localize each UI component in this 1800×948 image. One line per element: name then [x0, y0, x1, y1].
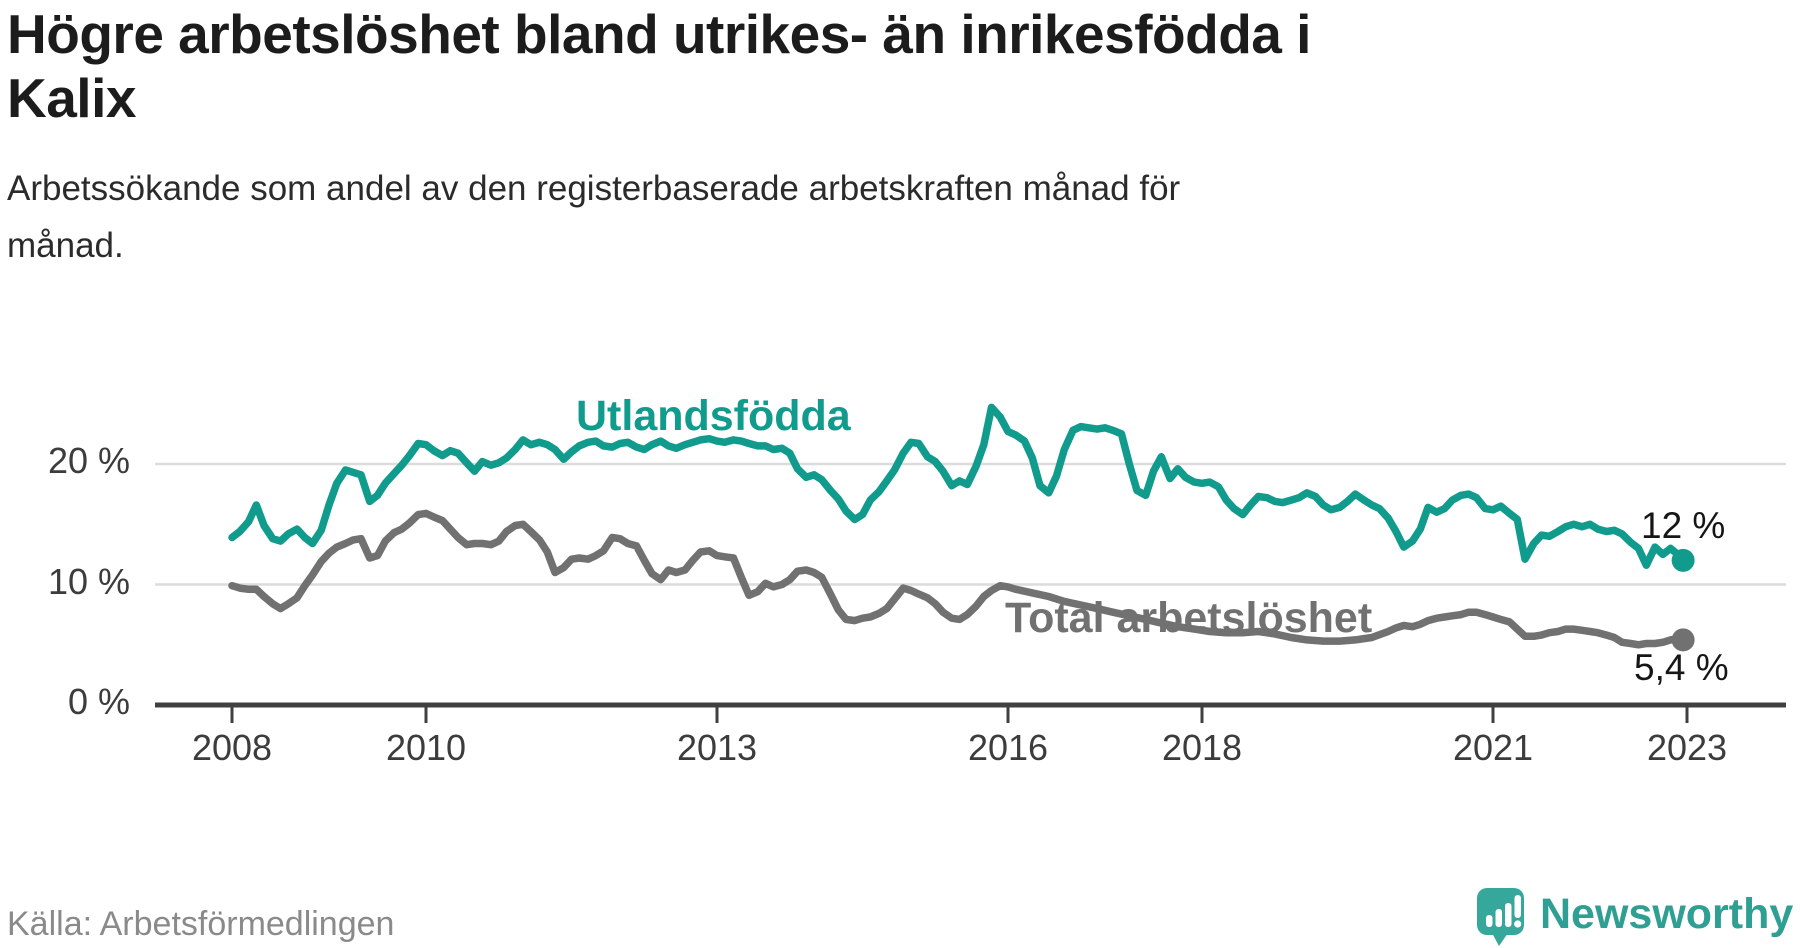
x-tick-label: 2008 [191, 727, 273, 768]
end-value-label-total: 5,4 % [1634, 647, 1729, 688]
title-line-1: Högre arbetslöshet bland utrikes- än inr… [7, 3, 1311, 65]
page-title: Högre arbetslöshet bland utrikes- än inr… [7, 2, 1311, 130]
y-tick-label: 10 % [47, 560, 130, 602]
series-label-utlandsfodda: Utlandsfödda [576, 392, 851, 440]
series-label-total: Total arbetslöshet [1005, 594, 1373, 642]
y-tick-label: 20 % [47, 440, 130, 481]
x-tick-label: 2021 [1452, 727, 1534, 768]
x-tick-label: 2013 [676, 727, 758, 768]
series-line-utlandsfodda [228, 403, 1687, 569]
newsworthy-logo-icon [1477, 888, 1524, 946]
x-tick-label: 2023 [1646, 727, 1728, 768]
subtitle-line-1: Arbetssökande som andel av den registerb… [7, 169, 1181, 208]
end-value-label-utlandsfodda: 12 % [1641, 505, 1726, 546]
newsworthy-wordmark: Newsworthy [1540, 890, 1794, 938]
series-line-total [228, 509, 1687, 649]
series-end-dot-total [1671, 628, 1695, 652]
subtitle-line-2: månad. [7, 226, 124, 265]
y-tick-label: 0 % [67, 681, 130, 722]
chart-subtitle: Arbetssökande som andel av den registerb… [7, 160, 1180, 274]
series-end-dot-utlandsfodda [1671, 548, 1695, 572]
gridlines [155, 462, 1786, 586]
source-note: Källa: Arbetsförmedlingen [7, 905, 395, 943]
x-tick-label: 2016 [967, 727, 1049, 768]
x-tick-label: 2018 [1161, 727, 1243, 768]
x-axis-ticks [230, 707, 1689, 723]
title-line-2: Kalix [7, 67, 136, 129]
x-tick-label: 2010 [385, 727, 467, 768]
